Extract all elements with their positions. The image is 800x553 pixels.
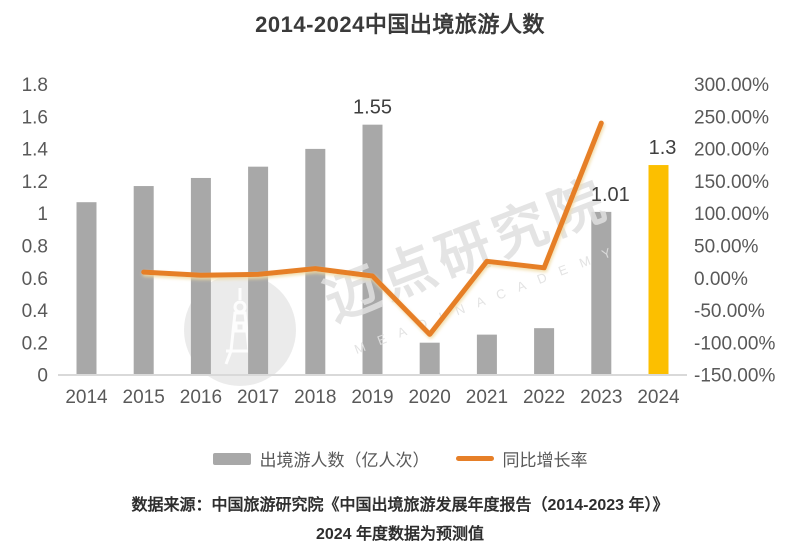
- bar-2024[interactable]: [648, 165, 669, 375]
- right-axis-tick: 200.00%: [694, 140, 769, 161]
- bar-2017[interactable]: [248, 166, 269, 375]
- left-axis-tick: 1.6: [22, 107, 48, 128]
- left-axis-tick: 0.6: [22, 269, 48, 290]
- x-axis-label-2021: 2021: [466, 387, 508, 408]
- right-axis-tick: 100.00%: [694, 204, 769, 225]
- x-axis-label-2023: 2023: [580, 387, 622, 408]
- right-axis-tick: -50.00%: [694, 301, 765, 322]
- right-axis-tick: 50.00%: [694, 236, 759, 257]
- left-axis-tick: 0: [37, 366, 48, 387]
- x-axis-label-2019: 2019: [351, 387, 393, 408]
- chart-title: 2014-2024中国出境旅游人数: [255, 11, 545, 37]
- x-axis-label-2016: 2016: [180, 387, 222, 408]
- bar-2022[interactable]: [534, 328, 555, 375]
- left-axis-tick: 1: [37, 204, 48, 225]
- left-axis-tick: 1.2: [22, 172, 48, 193]
- left-axis-tick: 1.8: [22, 75, 48, 96]
- bar-2021[interactable]: [476, 334, 497, 375]
- bar-2014[interactable]: [76, 202, 97, 375]
- source-line-1: 数据来源：中国旅游研究院《中国出境旅游发展年度报告（2014-2023 年）》: [131, 497, 669, 514]
- source-line-2: 2024 年度数据为预测值: [315, 526, 485, 543]
- x-axis-label-2022: 2022: [523, 387, 565, 408]
- line-legend-swatch-icon: [455, 456, 494, 461]
- data-label-2019: 1.55: [353, 97, 392, 119]
- right-axis-tick: 250.00%: [694, 107, 769, 128]
- right-axis-tick: 300.00%: [694, 75, 769, 96]
- legend-item-bar[interactable]: 出境游人数（亿人次）: [212, 446, 430, 471]
- right-axis-tick: -150.00%: [694, 366, 775, 387]
- bar-2020[interactable]: [419, 342, 440, 375]
- x-axis-label-2018: 2018: [294, 387, 336, 408]
- data-source-note: 数据来源：中国旅游研究院《中国出境旅游发展年度报告（2014-2023 年）》 …: [0, 491, 800, 549]
- data-label-2024: 1.3: [649, 137, 677, 159]
- legend-item-line[interactable]: 同比增长率: [455, 446, 588, 471]
- right-axis-tick: -100.00%: [694, 333, 775, 354]
- bar-2019[interactable]: [362, 124, 383, 375]
- left-axis-tick: 0.2: [22, 333, 48, 354]
- x-axis-label-2024: 2024: [637, 387, 680, 408]
- data-label-2023: 1.01: [591, 184, 630, 206]
- x-axis-label-2014: 2014: [65, 387, 108, 408]
- legend-line-label: 同比增长率: [502, 451, 588, 470]
- left-axis-tick: 1.4: [22, 140, 49, 161]
- bar-2015[interactable]: [133, 186, 154, 375]
- x-axis-label-2020: 2020: [409, 387, 451, 408]
- left-axis-tick: 0.8: [22, 236, 48, 257]
- growth-rate-line[interactable]: [141, 120, 604, 337]
- bar-2023[interactable]: [591, 211, 612, 375]
- left-axis-tick: 0.4: [22, 301, 49, 322]
- right-axis-tick: 0.00%: [694, 269, 748, 290]
- x-axis-label-2017: 2017: [237, 387, 279, 408]
- legend-bar-label: 出境游人数（亿人次）: [259, 451, 430, 470]
- right-axis-tick: 150.00%: [694, 172, 769, 193]
- outbound-tourism-combo-chart[interactable]: 1.8 1.6 1.4 1.2 1 0.8 0.6 0.4 0.2 0 300.00% 250.00%…: [0, 45, 800, 430]
- bar-2018[interactable]: [305, 148, 326, 375]
- x-axis-label-2015: 2015: [123, 387, 165, 408]
- bar-legend-swatch-icon: [212, 452, 251, 465]
- chart-legend: 出境游人数（亿人次） 同比增长率: [0, 446, 800, 471]
